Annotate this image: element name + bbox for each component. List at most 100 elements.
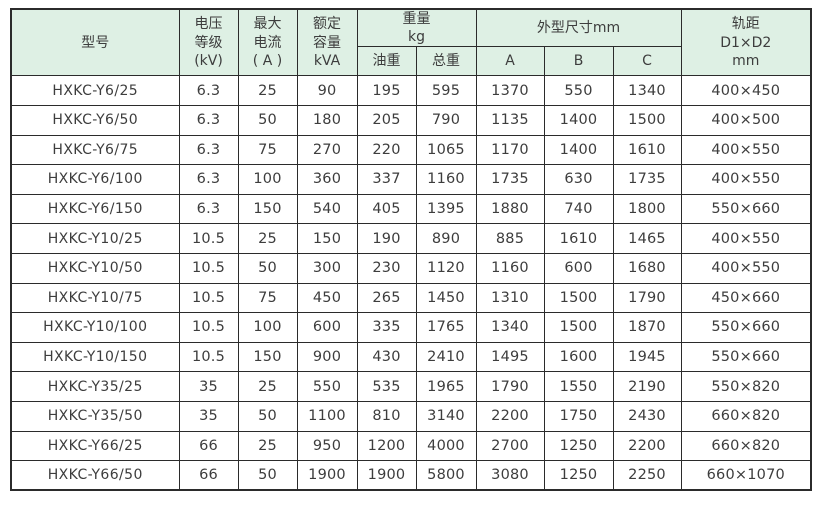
model-cell: HXKC-Y35/25	[10, 371, 180, 402]
value-cell: 4000	[415, 430, 477, 462]
value-cell: 450	[296, 282, 358, 314]
value-cell: 75	[237, 282, 298, 314]
value-cell: 1550	[543, 371, 614, 402]
value-cell: 3080	[475, 460, 545, 491]
table-row: HXKC-Y10/100 10.5 100 600 335 1765 1340 1500 187…	[10, 312, 812, 343]
model-cell: HXKC-Y10/25	[10, 223, 180, 254]
header-capacity-unit: kVA	[313, 52, 341, 69]
value-cell: 400×500	[680, 104, 812, 136]
value-cell: 740	[543, 193, 614, 225]
value-cell: 100	[237, 312, 298, 343]
value-cell: 550	[543, 75, 614, 106]
value-cell: 1465	[612, 223, 682, 254]
value-cell: 550	[296, 371, 358, 402]
value-cell: 10.5	[178, 312, 239, 343]
value-cell: 50	[237, 252, 298, 284]
value-cell: 450×660	[680, 282, 812, 314]
value-cell: 2410	[415, 341, 477, 373]
header-capacity-line2: 容量	[313, 34, 341, 51]
header-capacity: 额定 容量 kVA	[296, 8, 358, 77]
value-cell: 810	[356, 400, 417, 432]
value-cell: 180	[296, 104, 358, 136]
value-cell: 1790	[612, 282, 682, 314]
value-cell: 1370	[475, 75, 545, 106]
value-cell: 1250	[543, 460, 614, 491]
value-cell: 400×550	[680, 164, 812, 195]
table-row: HXKC-Y10/50 10.5 50 300 230 1120 1160 600 1680 40…	[10, 252, 812, 284]
table-header: 型号 电压 等级 (kV) 最大 电流 ( A ) 额定 容量 kVA 重	[10, 8, 812, 77]
model-cell: HXKC-Y6/75	[10, 134, 180, 166]
value-cell: 50	[237, 104, 298, 136]
value-cell: 595	[415, 75, 477, 106]
table-row: HXKC-Y66/25 66 25 950 1200 4000 2700 1250 2200 66…	[10, 430, 812, 462]
value-cell: 337	[356, 164, 417, 195]
model-cell: HXKC-Y6/25	[10, 75, 180, 106]
value-cell: 6.3	[178, 75, 239, 106]
value-cell: 270	[296, 134, 358, 166]
table-row: HXKC-Y66/50 66 50 1900 1900 5800 3080 1250 2250 6…	[10, 460, 812, 491]
header-model: 型号	[10, 8, 180, 77]
value-cell: 50	[237, 400, 298, 432]
value-cell: 25	[237, 371, 298, 402]
value-cell: 25	[237, 223, 298, 254]
value-cell: 2200	[475, 400, 545, 432]
value-cell: 885	[475, 223, 545, 254]
table-row: HXKC-Y10/75 10.5 75 450 265 1450 1310 1500 1790 4…	[10, 282, 812, 314]
table-row: HXKC-Y6/100 6.3 100 360 337 1160 1735 630 1735 40…	[10, 164, 812, 195]
model-cell: HXKC-Y35/50	[10, 400, 180, 432]
table-row: HXKC-Y6/150 6.3 150 540 405 1395 1880 740 1800 55…	[10, 193, 812, 225]
transformer-spec-table: 型号 电压 等级 (kV) 最大 电流 ( A ) 额定 容量 kVA 重	[10, 8, 813, 492]
value-cell: 1400	[543, 104, 614, 136]
value-cell: 400×550	[680, 134, 812, 166]
value-cell: 75	[237, 134, 298, 166]
table-body: HXKC-Y6/25 6.3 25 90 195 595 1370 550 1340 400×45…	[10, 75, 812, 491]
value-cell: 1160	[415, 164, 477, 195]
value-cell: 10.5	[178, 282, 239, 314]
value-cell: 220	[356, 134, 417, 166]
value-cell: 1500	[543, 312, 614, 343]
value-cell: 400×450	[680, 75, 812, 106]
value-cell: 400×550	[680, 252, 812, 284]
header-total-weight: 总重	[415, 46, 477, 77]
value-cell: 1765	[415, 312, 477, 343]
value-cell: 6.3	[178, 134, 239, 166]
model-cell: HXKC-Y10/100	[10, 312, 180, 343]
header-dimensions-group: 外型尺寸mm	[475, 8, 682, 48]
value-cell: 890	[415, 223, 477, 254]
table-row: HXKC-Y35/25 35 25 550 535 1965 1790 1550 2190 550…	[10, 371, 812, 402]
value-cell: 360	[296, 164, 358, 195]
value-cell: 535	[356, 371, 417, 402]
value-cell: 3140	[415, 400, 477, 432]
value-cell: 1135	[475, 104, 545, 136]
value-cell: 10.5	[178, 341, 239, 373]
value-cell: 2190	[612, 371, 682, 402]
value-cell: 1310	[475, 282, 545, 314]
value-cell: 1735	[612, 164, 682, 195]
value-cell: 2700	[475, 430, 545, 462]
value-cell: 550×660	[680, 312, 812, 343]
value-cell: 660×820	[680, 430, 812, 462]
value-cell: 35	[178, 400, 239, 432]
value-cell: 1750	[543, 400, 614, 432]
model-cell: HXKC-Y10/50	[10, 252, 180, 284]
header-current-line1: 最大	[253, 16, 282, 33]
value-cell: 25	[237, 75, 298, 106]
header-dim-b: B	[543, 46, 614, 77]
value-cell: 1250	[543, 430, 614, 462]
value-cell: 66	[178, 460, 239, 491]
value-cell: 265	[356, 282, 417, 314]
value-cell: 2200	[612, 430, 682, 462]
value-cell: 205	[356, 104, 417, 136]
value-cell: 150	[296, 223, 358, 254]
table-row: HXKC-Y6/25 6.3 25 90 195 595 1370 550 1340 400×45…	[10, 75, 812, 106]
value-cell: 1395	[415, 193, 477, 225]
model-cell: HXKC-Y10/150	[10, 341, 180, 373]
value-cell: 1610	[543, 223, 614, 254]
value-cell: 1200	[356, 430, 417, 462]
value-cell: 50	[237, 460, 298, 491]
value-cell: 35	[178, 371, 239, 402]
value-cell: 195	[356, 75, 417, 106]
header-voltage-line2: 等级	[194, 34, 223, 51]
value-cell: 1400	[543, 134, 614, 166]
value-cell: 900	[296, 341, 358, 373]
